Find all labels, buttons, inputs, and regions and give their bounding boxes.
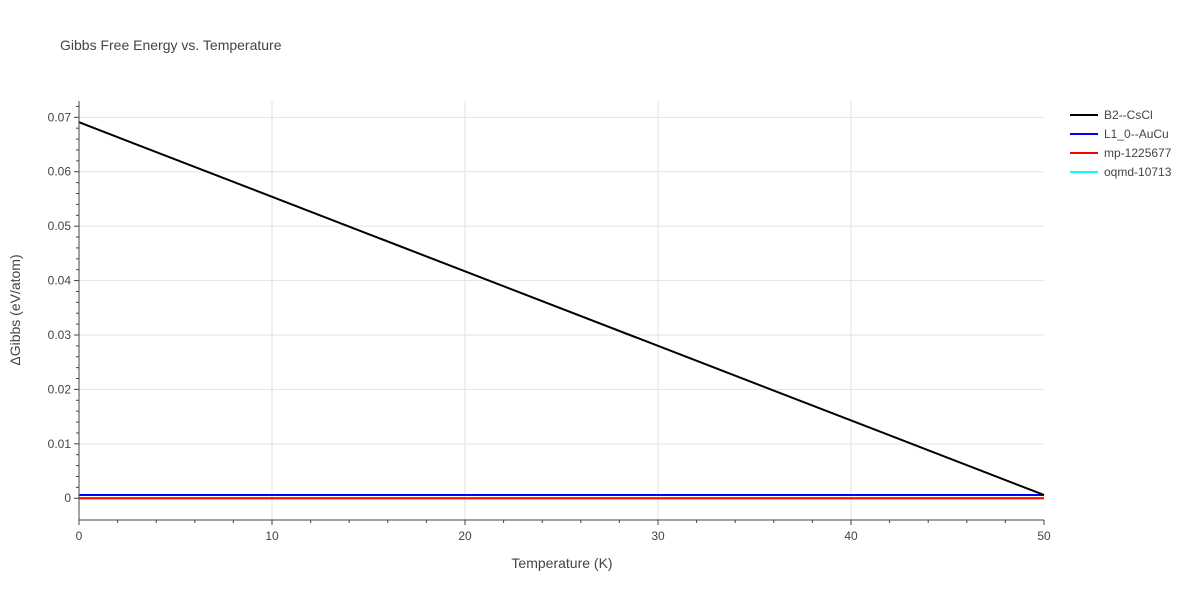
y-tick-label: 0.06 [48,165,72,179]
y-tick-label: 0 [64,491,71,505]
y-tick-label: 0.04 [48,274,72,288]
legend-label: mp-1225677 [1104,146,1172,160]
plot-area [78,121,1045,500]
legend-item[interactable]: oqmd-10713 [1070,165,1172,179]
y-tick-label: 0.02 [48,382,72,396]
x-tick-label: 10 [265,529,279,543]
x-tick-label: 0 [76,529,83,543]
legend-label: B2--CsCl [1104,108,1153,122]
legend-item[interactable]: L1_0--AuCu [1070,127,1169,141]
x-tick-label: 30 [651,529,665,543]
x-tick-label: 50 [1037,529,1051,543]
legend-item[interactable]: mp-1225677 [1070,146,1172,160]
legend-label: L1_0--AuCu [1104,127,1169,141]
series-line [78,121,1045,496]
x-tick-label: 40 [844,529,858,543]
grid [79,101,1044,520]
x-tick-label: 20 [458,529,472,543]
y-tick-label: 0.05 [48,219,72,233]
legend[interactable]: B2--CsCl L1_0--AuCu mp-1225677 oqmd-10713 [1070,108,1172,179]
y-tick-label: 0.07 [48,110,72,124]
legend-label: oqmd-10713 [1104,165,1172,179]
axes: 0 10 20 30 40 50 0 0.01 0.02 0.03 0.04 0.05 0.06 0.07 [48,101,1051,543]
y-axis-title: ΔGibbs (eV/atom) [7,254,23,365]
legend-item[interactable]: B2--CsCl [1070,108,1153,122]
x-axis-title: Temperature (K) [511,555,612,571]
chart-title: Gibbs Free Energy vs. Temperature [60,37,282,53]
y-tick-label: 0.01 [48,437,72,451]
y-tick-label: 0.03 [48,328,72,342]
